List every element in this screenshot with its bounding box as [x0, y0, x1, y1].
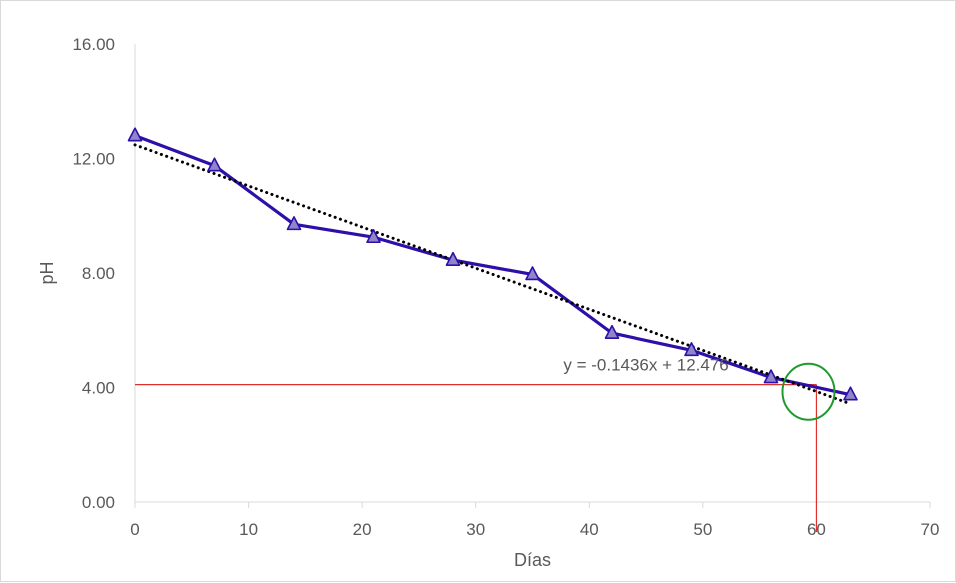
- x-tick-label: 20: [353, 520, 372, 539]
- y-tick-label: 16.00: [72, 35, 115, 54]
- y-tick-label: 4.00: [82, 379, 115, 398]
- x-tick-label: 70: [921, 520, 940, 539]
- data-point-marker: [286, 216, 302, 231]
- labels-layer: Días pH y = -0.1436x + 12.476: [37, 261, 729, 570]
- data-point-marker: [445, 251, 461, 266]
- data-point-marker: [525, 266, 540, 281]
- x-tick-label: 10: [239, 520, 258, 539]
- x-tick-label: 30: [466, 520, 485, 539]
- trendline-layer: [133, 143, 852, 406]
- y-tick-label: 8.00: [82, 264, 115, 283]
- y-tick-label: 0.00: [82, 493, 115, 512]
- reference-lines-layer: [135, 384, 818, 532]
- trendline-equation-label: y = -0.1436x + 12.476: [563, 355, 728, 374]
- x-tick-label: 0: [130, 520, 139, 539]
- series-line: [134, 134, 851, 397]
- data-point-marker: [127, 127, 143, 142]
- data-point-marker: [207, 157, 222, 172]
- data-point-marker: [604, 324, 620, 339]
- data-point-marker: [843, 386, 858, 401]
- data-point-marker: [366, 228, 381, 244]
- y-tick-label: 12.00: [72, 150, 115, 169]
- series-layer: [134, 134, 851, 397]
- x-axis-title: Días: [514, 550, 551, 570]
- highlight-circle: [781, 362, 836, 421]
- trendline: [133, 143, 852, 406]
- x-tick-label: 40: [580, 520, 599, 539]
- data-point-marker: [684, 342, 699, 357]
- markers-layer: [127, 127, 858, 421]
- data-point-marker: [763, 369, 779, 384]
- y-axis-title: pH: [37, 261, 57, 284]
- x-tick-label: 50: [693, 520, 712, 539]
